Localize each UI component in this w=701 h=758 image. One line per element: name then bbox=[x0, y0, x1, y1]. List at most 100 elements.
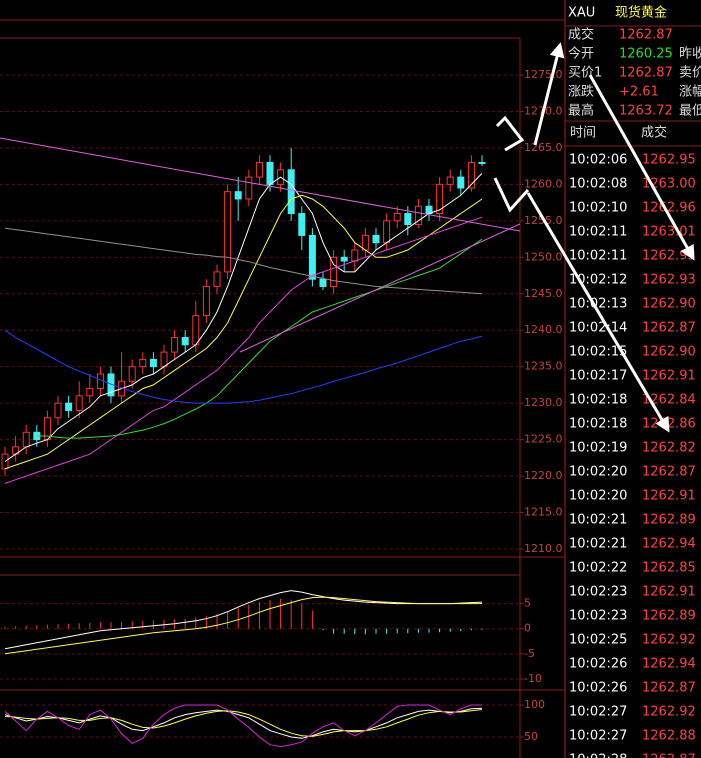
candle-body bbox=[287, 169, 295, 215]
trade-price: 1262.91 bbox=[642, 585, 696, 600]
trade-price: 1262.87 bbox=[642, 465, 696, 480]
candle-body bbox=[298, 213, 306, 236]
trade-time: 10:02:11 bbox=[569, 225, 627, 240]
trend-lines bbox=[0, 137, 521, 353]
arrow bbox=[533, 42, 565, 146]
y-tick-label: 100 bbox=[524, 698, 545, 711]
candle-body bbox=[139, 358, 147, 368]
candle-body bbox=[383, 220, 391, 244]
arrow bbox=[495, 115, 525, 152]
candle-body bbox=[308, 234, 316, 280]
indicator-line bbox=[4, 173, 483, 462]
y-tick-label: 1250.0 bbox=[524, 250, 563, 263]
trade-price: 1262.92 bbox=[642, 633, 696, 648]
indicator-line bbox=[4, 329, 483, 404]
indicator-line bbox=[4, 596, 482, 655]
trade-price: 1263.00 bbox=[642, 177, 696, 192]
candle-body bbox=[319, 278, 327, 287]
candle-body bbox=[171, 337, 179, 353]
candle-body bbox=[65, 402, 73, 411]
quote-label: 卖价 bbox=[679, 66, 701, 81]
candle-body bbox=[330, 256, 338, 287]
candle-body bbox=[436, 183, 444, 215]
quote-value: 1263.72 bbox=[619, 104, 673, 119]
candle-body bbox=[457, 176, 465, 189]
quote-label: 涨跌 bbox=[568, 84, 594, 100]
trend-line bbox=[239, 223, 521, 353]
y-tick-label: 50 bbox=[524, 730, 538, 743]
trade-time: 10:02:20 bbox=[569, 489, 627, 504]
indicator-line bbox=[4, 707, 483, 739]
col-header: 成交 bbox=[641, 125, 667, 141]
indicator-line bbox=[4, 227, 483, 295]
candle-body bbox=[266, 162, 274, 185]
y-tick-label: 1260.0 bbox=[524, 177, 563, 190]
arrow bbox=[526, 192, 670, 433]
y-tick-label: -10 bbox=[524, 672, 542, 685]
trade-price: 1262.84 bbox=[642, 393, 696, 408]
y-tick-label: 1245.0 bbox=[524, 287, 563, 300]
candle-body bbox=[255, 162, 263, 178]
trade-time: 10:02:19 bbox=[569, 441, 627, 456]
trade-time: 10:02:17 bbox=[569, 369, 627, 384]
trade-price: 1262.85 bbox=[642, 561, 696, 576]
trade-time: 10:02:23 bbox=[569, 609, 627, 624]
indicator-line bbox=[36, 238, 483, 439]
trade-time: 10:02:27 bbox=[569, 729, 627, 744]
y-tick-label: 0 bbox=[524, 622, 531, 635]
candle-body bbox=[192, 315, 200, 346]
trade-time: 10:02:08 bbox=[569, 177, 627, 192]
y-tick-label: 1220.0 bbox=[524, 469, 563, 482]
indicator-line bbox=[4, 216, 483, 484]
trade-time: 10:02:13 bbox=[569, 297, 627, 312]
trade-time: 10:02:22 bbox=[569, 561, 627, 576]
trade-price: 1262.91 bbox=[642, 489, 696, 504]
quote-label: 最低 bbox=[679, 104, 701, 119]
candle-body bbox=[75, 395, 83, 411]
y-tick-label: 1235.0 bbox=[524, 360, 563, 373]
quote-label: 涨幅 bbox=[679, 85, 701, 100]
candle-body bbox=[128, 366, 136, 382]
trade-price: 1262.89 bbox=[642, 513, 696, 528]
trade-time: 10:02:27 bbox=[569, 705, 627, 720]
quote-panel: XAU 现货黄金 bbox=[568, 5, 667, 21]
trade-price: 1262.91 bbox=[642, 369, 696, 384]
trade-time: 10:02:11 bbox=[569, 249, 627, 264]
candle-body bbox=[361, 234, 369, 251]
y-tick-label: 1230.0 bbox=[524, 396, 563, 409]
trade-time: 10:02:26 bbox=[569, 657, 627, 672]
col-header: 时间 bbox=[570, 126, 596, 141]
trend-line bbox=[0, 137, 521, 232]
candle-body bbox=[224, 191, 232, 273]
quote-label: 昨收 bbox=[679, 47, 701, 62]
indicator-line bbox=[4, 194, 483, 470]
indicator-line bbox=[4, 704, 482, 748]
trade-time: 10:02:06 bbox=[569, 153, 627, 168]
y-tick-label: 1240.0 bbox=[524, 323, 563, 336]
candle-body bbox=[404, 213, 412, 225]
candle-body bbox=[202, 285, 210, 317]
trade-price: 1262.92 bbox=[642, 705, 696, 720]
indicator-line bbox=[4, 709, 483, 737]
trade-price: 1262.88 bbox=[642, 729, 696, 744]
arrow bbox=[588, 74, 695, 261]
trade-price: 1262.87 bbox=[642, 321, 696, 336]
candle-body bbox=[149, 358, 157, 368]
trade-time: 10:02:10 bbox=[569, 201, 627, 216]
candle-body bbox=[478, 162, 486, 165]
trade-price: 1263.01 bbox=[642, 225, 696, 240]
y-tick-label: -5 bbox=[524, 647, 535, 660]
arrows bbox=[493, 42, 695, 433]
y-tick-label: 1215.0 bbox=[524, 506, 563, 519]
candle-body bbox=[446, 176, 454, 185]
candle-body bbox=[96, 373, 104, 390]
trade-time: 10:02:18 bbox=[569, 393, 627, 408]
quote-label: 成交 bbox=[568, 27, 594, 43]
trade-price: 1262.89 bbox=[642, 609, 696, 624]
trade-time: 10:02:26 bbox=[569, 681, 627, 696]
trade-price: 1262.82 bbox=[642, 441, 696, 456]
candle-body bbox=[467, 162, 475, 189]
